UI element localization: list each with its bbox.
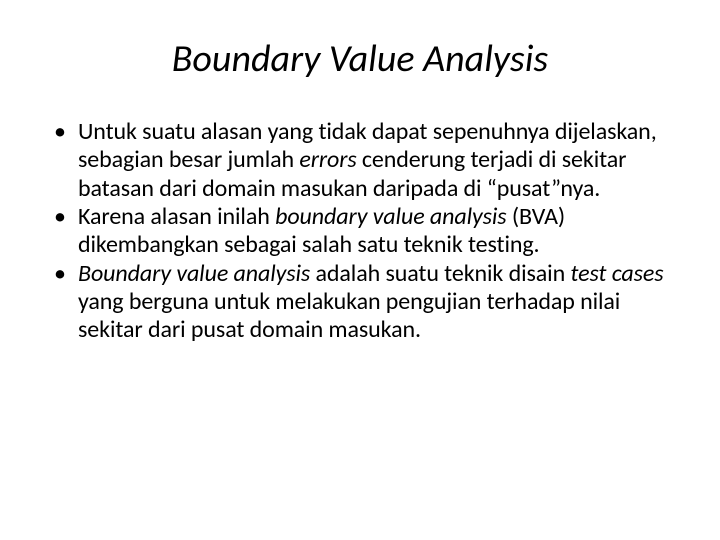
plain-text: Karena alasan inilah <box>78 202 275 231</box>
bullet-item: Untuk suatu alasan yang tidak dapat sepe… <box>78 118 670 203</box>
italic-text: test cases <box>570 259 663 288</box>
bullet-list: Untuk suatu alasan yang tidak dapat sepe… <box>50 118 670 345</box>
bullet-item: Karena alasan inilah boundary value anal… <box>78 203 670 260</box>
italic-text: Boundary value analysis <box>78 259 310 288</box>
italic-text: boundary value analysis <box>275 202 506 231</box>
bullet-item: Boundary value analysis adalah suatu tek… <box>78 260 670 345</box>
italic-text: errors <box>299 145 356 174</box>
plain-text: yang berguna untuk melakukan pengujian t… <box>78 287 620 344</box>
plain-text: adalah suatu teknik disain <box>310 259 570 288</box>
slide-title: Boundary Value Analysis <box>50 36 670 82</box>
slide: Boundary Value Analysis Untuk suatu alas… <box>0 0 720 540</box>
